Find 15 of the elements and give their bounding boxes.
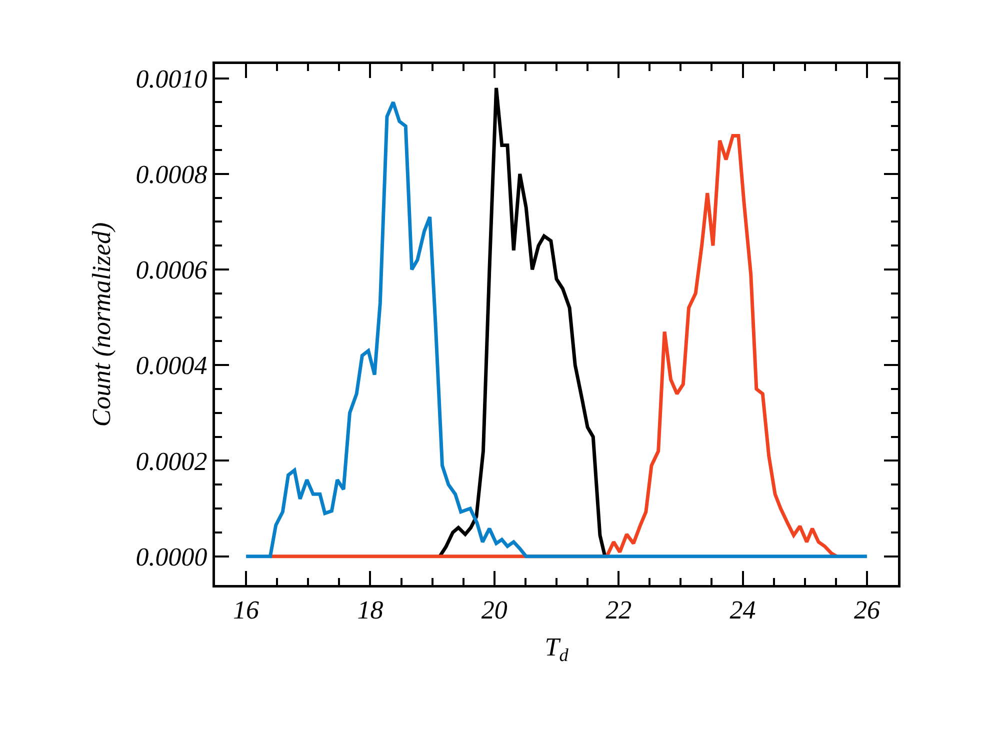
y-tick-label: 0.0006 [136, 256, 208, 285]
x-axis-title: T$_{d}$ [544, 632, 570, 666]
y-tick-label: 0.0008 [136, 160, 208, 190]
x-tick-label: 18 [357, 596, 384, 625]
y-axis-title: Count (normalized) [86, 222, 116, 427]
x-tick-label: 24 [730, 596, 756, 625]
y-tick-label: 0.0010 [136, 64, 208, 94]
y-tick-label: 0.0004 [136, 351, 208, 380]
x-tick-label: 26 [854, 596, 880, 625]
line-series [244, 100, 869, 558]
x-tick-label: 16 [233, 596, 260, 625]
x-tick-label: 20 [481, 596, 508, 625]
y-tick-label: 0.0000 [136, 542, 208, 572]
x-tick-label: 22 [606, 596, 632, 625]
y-tick-label: 0.0002 [136, 446, 208, 476]
